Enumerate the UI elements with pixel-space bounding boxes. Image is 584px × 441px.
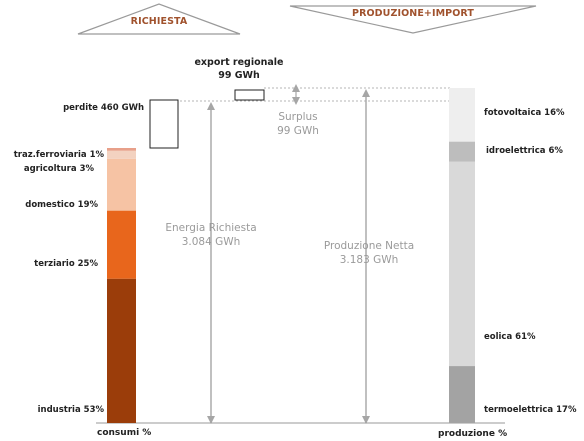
perdite-label: perdite 460 GWh bbox=[63, 103, 144, 113]
produzione-segment-0 bbox=[449, 366, 475, 423]
export-label: export regionale 99 GWh bbox=[189, 56, 289, 82]
consumi-label-ferroviaria: traz.ferroviaria 1% bbox=[13, 150, 104, 160]
consumi-label-domestico: domestico 19% bbox=[25, 200, 98, 210]
produzione-netta-label: Produzione Netta 3.183 GWh bbox=[304, 239, 434, 267]
energia-richiesta-label: Energia Richiesta 3.084 GWh bbox=[146, 221, 276, 249]
produzione-label-termoelettrica: termoelettrica 17% bbox=[484, 405, 577, 415]
produzione-label-fotovoltaica: fotovoltaica 16% bbox=[484, 108, 565, 118]
produzione-header-triangle bbox=[289, 5, 537, 34]
surplus-title: Surplus bbox=[278, 111, 318, 123]
produzione-axis-label: produzione % bbox=[438, 429, 508, 439]
produzione-segment-2 bbox=[449, 141, 475, 162]
consumi-label-agricoltura: agricoltura 3% bbox=[23, 164, 94, 174]
consumi-segment-0 bbox=[107, 278, 136, 423]
produzione-label-idroelettrica: idroelettrica 6% bbox=[486, 146, 563, 156]
consumi-stacked-bar bbox=[107, 148, 136, 423]
consumi-segment-2 bbox=[107, 158, 136, 211]
produzione-stacked-bar bbox=[449, 88, 475, 423]
produzione-header-label: PRODUZIONE+IMPORT bbox=[352, 8, 474, 19]
surplus-label: Surplus 99 GWh bbox=[258, 110, 338, 138]
produzione-segment-3 bbox=[449, 88, 475, 142]
export-box bbox=[234, 89, 265, 101]
consumi-label-industria: industria 53% bbox=[37, 405, 104, 415]
produzione-netta-title: Produzione Netta bbox=[323, 240, 415, 252]
consumi-segment-3 bbox=[107, 150, 136, 159]
surplus-value: 99 GWh bbox=[277, 125, 319, 137]
export-value: 99 GWh bbox=[218, 70, 260, 81]
energia-richiesta-value: 3.084 GWh bbox=[181, 236, 241, 248]
consumi-label-terziario: terziario 25% bbox=[34, 259, 98, 269]
richiesta-header-label: RICHIESTA bbox=[130, 16, 188, 27]
consumi-axis-label: consumi % bbox=[97, 428, 152, 438]
header-shapes bbox=[77, 3, 537, 35]
export-title: export regionale bbox=[194, 57, 284, 68]
produzione-label-eolica: eolica 61% bbox=[484, 332, 536, 342]
energia-richiesta-title: Energia Richiesta bbox=[165, 222, 257, 234]
produzione-netta-value: 3.183 GWh bbox=[339, 254, 399, 266]
consumi-segment-4 bbox=[107, 148, 136, 151]
richiesta-header-triangle bbox=[77, 3, 241, 35]
consumi-segment-1 bbox=[107, 210, 136, 279]
perdite-box bbox=[149, 99, 179, 149]
produzione-segment-1 bbox=[449, 161, 475, 367]
